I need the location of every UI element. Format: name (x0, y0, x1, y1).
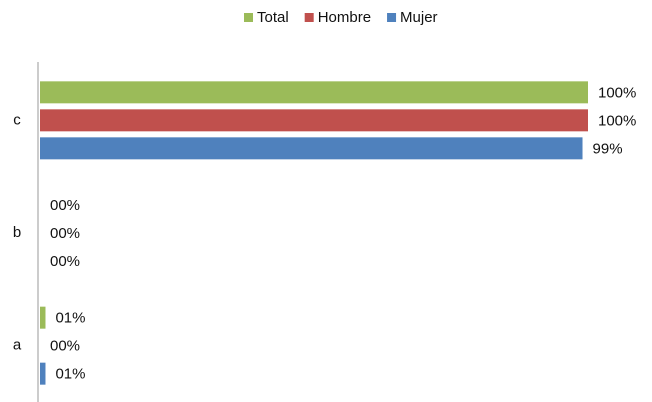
bar (40, 81, 588, 104)
data-label: 01% (55, 366, 85, 383)
bar (40, 137, 583, 160)
bar (40, 109, 588, 132)
data-label: 00% (50, 253, 80, 270)
data-label: 00% (50, 338, 80, 355)
bar (40, 306, 46, 329)
legend-label: Total (257, 9, 289, 26)
legend-label: Mujer (400, 9, 438, 26)
data-label: 01% (55, 310, 85, 327)
y-tick-label: a (13, 337, 22, 354)
legend-swatch (304, 13, 314, 22)
legend-swatch (244, 13, 253, 22)
y-tick-label: b (13, 224, 21, 241)
data-label: 00% (50, 197, 80, 214)
data-label: 99% (593, 140, 623, 157)
bar (40, 362, 46, 385)
legend-label: Hombre (318, 9, 371, 26)
data-label: 00% (50, 225, 80, 242)
data-label: 100% (598, 84, 636, 101)
y-tick-label: c (13, 111, 21, 128)
data-label: 100% (598, 112, 636, 129)
legend-swatch (387, 13, 397, 22)
